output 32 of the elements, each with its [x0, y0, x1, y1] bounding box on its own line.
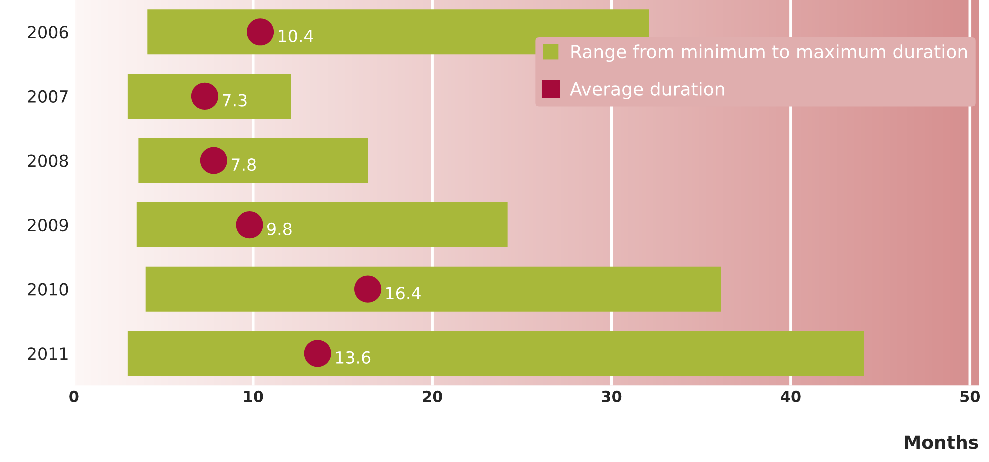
- x-tick-label: 40: [781, 390, 801, 402]
- point: [200, 147, 228, 174]
- y-tick-label: 2011: [28, 348, 68, 360]
- data-label: 10.4: [279, 30, 314, 43]
- x-axis-title: Months: [905, 435, 978, 450]
- x-tick-label: 30: [602, 390, 622, 402]
- legend-label: Average duration: [570, 82, 724, 100]
- data-label: 7.8: [232, 158, 256, 172]
- data-label: 16.4: [386, 287, 421, 300]
- bar: [136, 202, 508, 248]
- point: [191, 82, 219, 110]
- y-tick-label: 2007: [28, 90, 68, 104]
- bar: [128, 331, 864, 376]
- point: [354, 276, 382, 303]
- point: [247, 18, 274, 46]
- y-tick-label: 2008: [28, 154, 68, 168]
- data-label: 13.6: [336, 351, 371, 364]
- bar: [146, 266, 722, 312]
- y-tick-label: 2010: [28, 283, 68, 296]
- data-label: 9.8: [268, 222, 292, 236]
- data-label: 7.3: [223, 94, 247, 107]
- x-tick-label: 20: [423, 390, 442, 402]
- y-tick-label: 2006: [28, 26, 68, 39]
- x-tick-label: 0: [70, 390, 79, 402]
- y-tick-label: 2009: [28, 218, 68, 232]
- legend-label: Range from minimum to maximum duration: [572, 44, 968, 62]
- bar: [128, 74, 291, 119]
- point: [236, 211, 264, 239]
- x-tick-label: 10: [244, 390, 264, 402]
- point: [304, 340, 332, 368]
- x-tick-label: 50: [960, 390, 980, 402]
- bar: [138, 138, 368, 184]
